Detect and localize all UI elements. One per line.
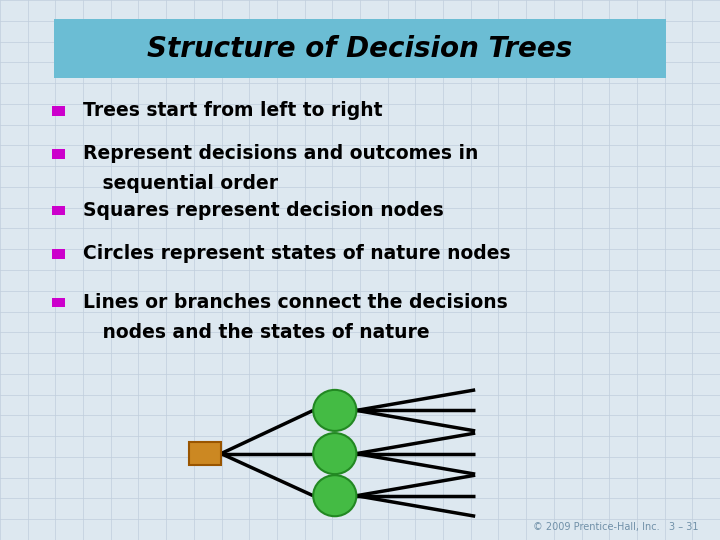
Text: Trees start from left to right: Trees start from left to right	[83, 101, 382, 120]
Bar	[52, 106, 65, 116]
Ellipse shape	[313, 433, 356, 474]
Bar	[54, 19, 666, 78]
Ellipse shape	[313, 390, 356, 431]
Ellipse shape	[313, 475, 356, 516]
Bar	[189, 442, 221, 465]
Bar	[52, 249, 65, 259]
Text: Squares represent decision nodes: Squares represent decision nodes	[83, 201, 444, 220]
Text: Structure of Decision Trees: Structure of Decision Trees	[148, 35, 572, 63]
Text: nodes and the states of nature: nodes and the states of nature	[83, 322, 429, 342]
Text: Represent decisions and outcomes in: Represent decisions and outcomes in	[83, 144, 478, 164]
Bar	[52, 149, 65, 159]
Text: Lines or branches connect the decisions: Lines or branches connect the decisions	[83, 293, 508, 312]
Bar	[52, 298, 65, 307]
Text: © 2009 Prentice-Hall, Inc.   3 – 31: © 2009 Prentice-Hall, Inc. 3 – 31	[533, 522, 698, 532]
Text: sequential order: sequential order	[83, 174, 278, 193]
Text: Circles represent states of nature nodes: Circles represent states of nature nodes	[83, 244, 510, 264]
Bar	[52, 206, 65, 215]
